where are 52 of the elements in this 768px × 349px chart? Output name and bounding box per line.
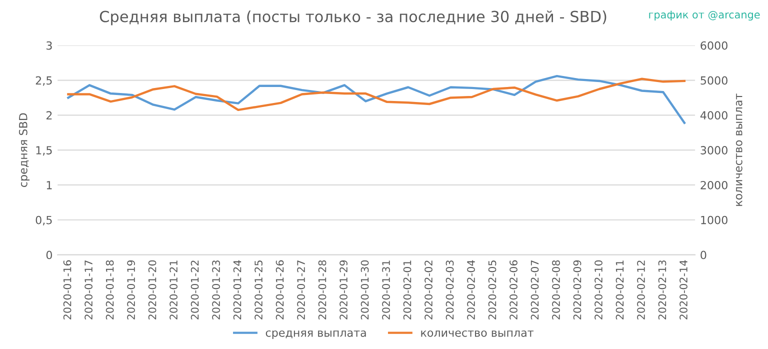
y-tick-label: 1,5	[36, 146, 52, 156]
y2-tick-label: 3000	[700, 146, 728, 154]
x-tick-label: 2020-01-20	[148, 260, 156, 320]
x-tick-label: 2020-02-05	[488, 260, 496, 320]
x-tick-label: 2020-01-24	[233, 260, 242, 320]
x-tick-label: 2020-02-03	[446, 260, 454, 320]
x-tick-label: 2020-02-13	[658, 260, 666, 320]
text: график от @arcange	[649, 10, 760, 21]
x-tick-label: 2020-01-29	[340, 260, 348, 320]
y2-tick-label: 6000	[700, 41, 728, 50]
x-tick-label: 2020-02-02	[424, 260, 432, 320]
y-tick-label: 0	[46, 250, 52, 260]
x-tick-label: 2020-01-23	[212, 260, 220, 320]
y2-tick-label: 4000	[700, 111, 728, 120]
x-tick-label: 2020-01-17	[84, 260, 92, 320]
x-tick-label: 2020-01-28	[318, 260, 326, 320]
x-tick-label: 2020-02-06	[510, 260, 518, 320]
chart-title: Средняя выплата (посты только - за последние 30 дней - SBD)	[100, 10, 606, 26]
y2-axis-title: количество выплат	[736, 94, 742, 206]
x-tick-label: 2020-01-21	[170, 260, 178, 320]
y-tick-label: 3	[46, 41, 52, 50]
line-series	[67, 78, 686, 112]
x-tick-label: 2020-02-09	[573, 260, 582, 320]
x-tick-label: 2020-01-31	[382, 260, 390, 320]
legend-label: средняя выплата	[266, 330, 366, 339]
x-tick-label: 2020-02-04	[467, 260, 475, 320]
x-tick-label: 2020-02-14	[680, 260, 688, 320]
y2-tick-label: 0	[700, 250, 706, 260]
x-tick-label: 2020-01-18	[106, 260, 114, 320]
y-tick-label: 2,5	[36, 76, 52, 86]
y2-tick-label: 1000	[701, 216, 728, 224]
y-tick-label: 1	[46, 181, 52, 190]
y-axis-title: средняя SBD	[18, 113, 30, 187]
legend-label: количество выплат	[421, 330, 534, 337]
x-tick-label: 2020-02-12	[637, 260, 645, 320]
x-tick-label: 2020-01-27	[297, 260, 305, 320]
x-tick-label: 2020-01-25	[254, 260, 262, 320]
y-tick-label: 2	[46, 111, 52, 120]
y2-tick-label: 2000	[700, 180, 728, 190]
x-tick-label: 2020-02-01	[403, 260, 412, 320]
y2-tick-label: 5000	[700, 76, 728, 85]
x-tick-label: 2020-02-08	[552, 260, 560, 320]
x-tick-label: 2020-01-19	[127, 260, 135, 320]
y-tick-label: 0,5	[36, 216, 52, 226]
x-tick-label: 2020-01-30	[360, 260, 369, 320]
x-tick-label: 2020-01-16	[63, 260, 72, 320]
x-tick-label: 2020-02-10	[594, 260, 602, 320]
x-tick-label: 2020-01-26	[276, 260, 284, 320]
line-series	[67, 74, 686, 124]
x-tick-label: 2020-02-11	[616, 260, 624, 320]
x-tick-label: 2020-02-07	[530, 260, 539, 320]
x-tick-label: 2020-01-22	[190, 260, 199, 320]
